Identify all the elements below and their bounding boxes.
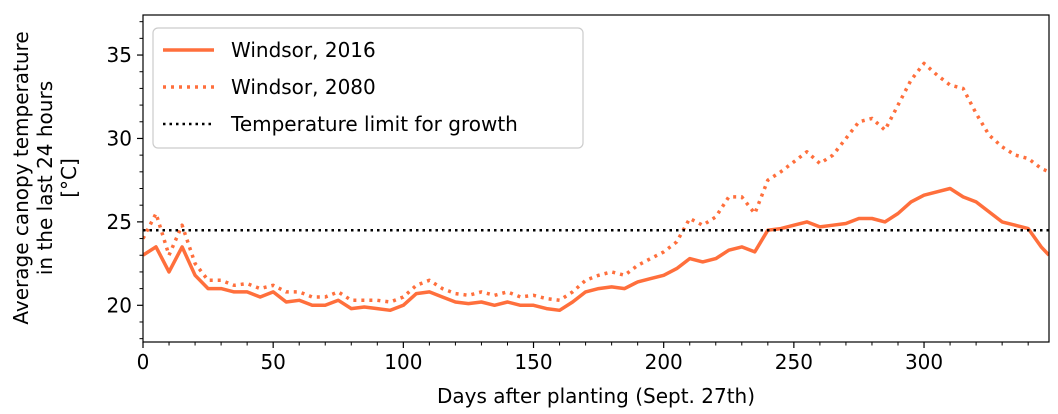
x-tick-label: 0 xyxy=(137,350,150,374)
x-tick-label: 250 xyxy=(775,350,813,374)
legend-box xyxy=(152,27,584,149)
x-tick-label: 50 xyxy=(260,350,285,374)
legend-label: Windsor, 2016 xyxy=(231,38,376,62)
y-tick-label: 35 xyxy=(107,43,132,67)
x-tick-label: 100 xyxy=(384,350,422,374)
y-tick-label: 20 xyxy=(107,293,132,317)
y-axis-label: Average canopy temperature in the last 24… xyxy=(9,31,81,324)
x-tick-label: 200 xyxy=(645,350,683,374)
series-line-1 xyxy=(143,186,1049,313)
x-tick-label: 150 xyxy=(514,350,552,374)
x-tick-label: 300 xyxy=(905,350,943,374)
y-axis: 20 25 30 35 xyxy=(107,21,143,340)
y-axis-label-line: [°C] xyxy=(57,158,81,198)
series-line-2 xyxy=(143,61,1049,304)
y-tick-label: 30 xyxy=(107,126,132,150)
y-axis-label-line: Average canopy temperature xyxy=(9,31,33,324)
legend: Windsor, 2016 Windsor, 2080 Temperature li… xyxy=(152,27,584,149)
legend-label: Temperature limit for growth xyxy=(230,112,518,136)
y-axis-label-line: in the last 24 hours xyxy=(33,81,57,275)
x-axis-label: Days after planting (Sept. 27th) xyxy=(437,384,755,408)
legend-label: Windsor, 2080 xyxy=(231,75,376,99)
x-axis: 0 50 100 150 200 250 300 xyxy=(137,342,1029,374)
y-tick-label: 25 xyxy=(107,210,132,234)
plot-frame xyxy=(142,14,1050,343)
series-layer xyxy=(143,61,1049,313)
